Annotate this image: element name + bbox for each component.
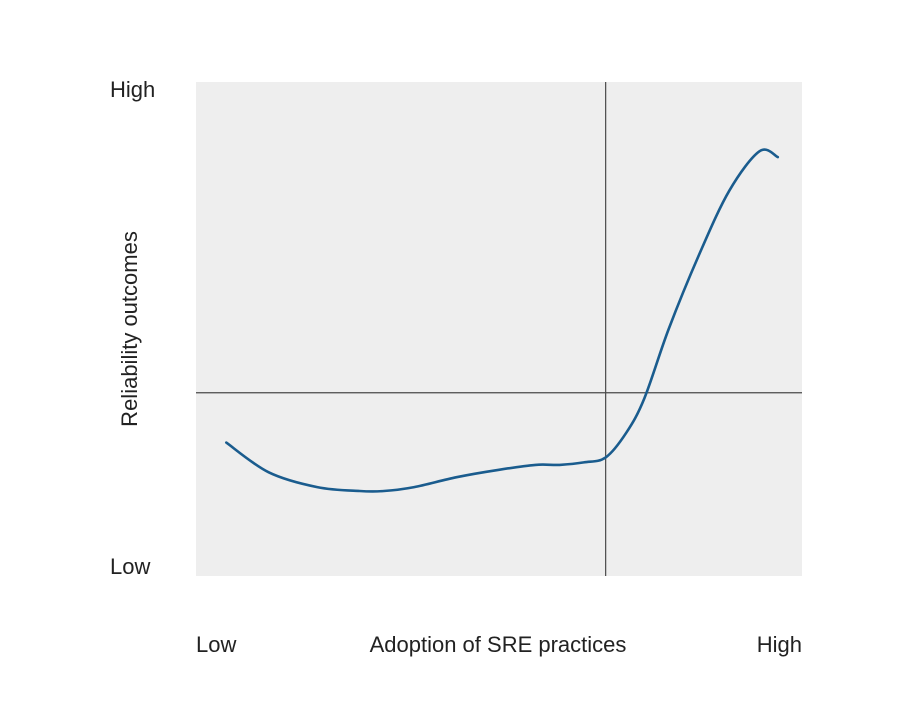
x-tick-label-low: Low <box>196 632 236 657</box>
series-line <box>225 148 780 493</box>
y-tick-label-low: Low <box>110 554 150 579</box>
y-axis-label: Reliability outcomes <box>117 231 142 427</box>
x-tick-label-high: High <box>757 632 802 657</box>
plot-area <box>196 82 802 576</box>
x-axis-label: Adoption of SRE practices <box>370 632 627 657</box>
y-tick-label-high: High <box>110 77 155 102</box>
